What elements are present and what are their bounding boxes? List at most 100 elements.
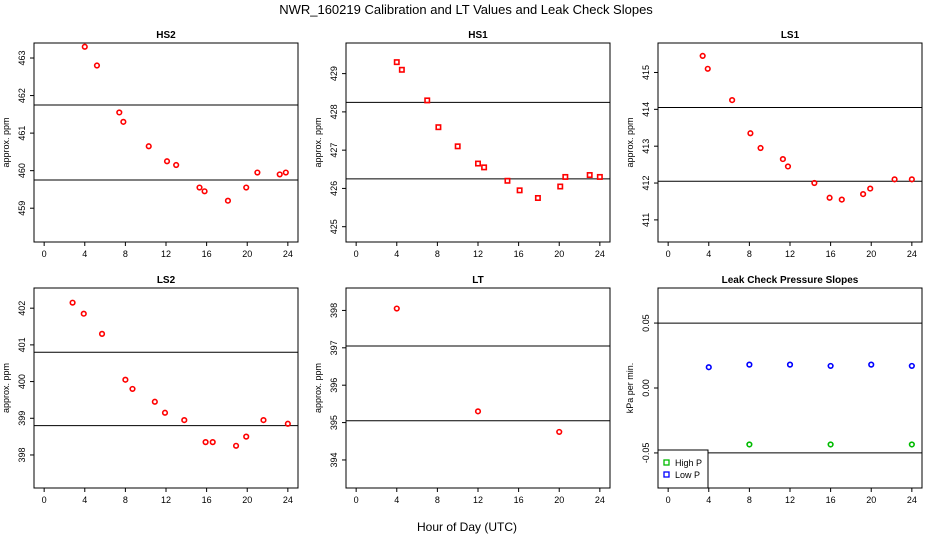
data-point xyxy=(779,155,786,163)
y-axis-label: approx. ppm xyxy=(625,117,635,167)
chart-panel: Leak Check Pressure Slopes kPa per min. 0 4… xyxy=(625,275,923,505)
y-axis-label: kPa per min. xyxy=(625,363,635,414)
data-point xyxy=(891,176,898,183)
data-point xyxy=(557,183,564,190)
legend-marker xyxy=(663,471,670,478)
y-tick-label: 402 xyxy=(17,301,27,316)
data-point xyxy=(393,59,400,66)
x-tick-label: 8 xyxy=(123,249,128,259)
data-point xyxy=(827,441,834,448)
x-tick-label: 12 xyxy=(161,495,171,505)
data-point xyxy=(243,433,250,440)
chart-panel: LS1 approx. ppm 0 4 8 12 16 20 24 411 412 413 414 415 xyxy=(625,30,923,259)
y-tick-label: 398 xyxy=(329,303,339,318)
x-tick-label: 4 xyxy=(82,249,87,259)
x-tick-label: 24 xyxy=(907,249,917,259)
y-tick-label: 427 xyxy=(329,143,339,158)
x-tick-label: 20 xyxy=(866,495,876,505)
y-tick-label: 412 xyxy=(641,176,651,191)
x-tick-label: 0 xyxy=(354,495,359,505)
y-tick-label: 428 xyxy=(329,104,339,119)
data-point xyxy=(474,160,481,167)
data-point xyxy=(481,164,488,171)
x-tick-label: 12 xyxy=(785,495,795,505)
data-point xyxy=(908,362,915,370)
legend: High P Low P xyxy=(657,449,709,489)
data-point xyxy=(811,179,818,187)
plot-frame xyxy=(33,287,299,489)
y-tick-label: -0.05 xyxy=(641,443,651,464)
data-point xyxy=(596,173,603,180)
data-point xyxy=(786,361,794,368)
x-tick-label: 16 xyxy=(202,249,212,259)
x-tick-label: 16 xyxy=(826,495,836,505)
y-tick-label: 462 xyxy=(17,88,27,103)
x-tick-label: 16 xyxy=(202,495,212,505)
data-point xyxy=(435,124,442,131)
data-point xyxy=(908,176,915,183)
data-point xyxy=(746,361,753,368)
y-tick-label: 459 xyxy=(17,201,27,216)
data-point xyxy=(254,169,261,176)
x-tick-label: 8 xyxy=(747,495,752,505)
data-point xyxy=(202,439,209,446)
y-tick-label: 0.00 xyxy=(641,379,651,397)
data-point xyxy=(93,62,101,69)
data-point xyxy=(868,361,875,368)
x-tick-label: 20 xyxy=(554,249,564,259)
x-tick-label: 20 xyxy=(242,249,252,259)
plot-frame xyxy=(657,42,923,243)
data-point xyxy=(69,299,76,306)
data-point xyxy=(454,143,461,150)
x-tick-label: 24 xyxy=(907,495,917,505)
y-axis-label: approx. ppm xyxy=(1,363,11,413)
data-point xyxy=(586,172,593,179)
chart-panel: LT approx. ppm 0 4 8 12 16 20 24 394 395 396 397 398 xyxy=(313,275,611,505)
y-tick-label: 400 xyxy=(17,374,27,389)
data-point xyxy=(534,194,541,201)
y-axis-label: approx. ppm xyxy=(313,117,323,167)
x-tick-label: 12 xyxy=(473,249,483,259)
data-point xyxy=(838,196,845,203)
x-tick-label: 20 xyxy=(866,249,876,259)
chart-panel: HS2 approx. ppm 0 4 8 12 16 20 24 459 460 461 462 463 xyxy=(1,30,299,259)
x-tick-label: 4 xyxy=(706,249,711,259)
data-point xyxy=(276,171,283,178)
data-point xyxy=(398,66,405,73)
data-point xyxy=(98,330,106,337)
x-tick-label: 4 xyxy=(82,495,87,505)
data-point xyxy=(516,187,523,194)
x-tick-label: 8 xyxy=(747,249,752,259)
data-point xyxy=(704,65,711,72)
y-tick-label: 411 xyxy=(641,213,651,227)
panel-title: HS1 xyxy=(468,30,488,41)
legend-marker xyxy=(663,459,670,466)
y-tick-label: 426 xyxy=(329,181,339,196)
data-point xyxy=(260,417,267,424)
x-tick-label: 4 xyxy=(394,249,399,259)
data-point xyxy=(282,169,289,176)
y-tick-label: 460 xyxy=(17,163,27,178)
data-point xyxy=(562,173,569,180)
y-tick-label: 398 xyxy=(17,447,27,462)
x-tick-label: 8 xyxy=(123,495,128,505)
data-point xyxy=(80,310,87,317)
panel-title: LS1 xyxy=(781,30,800,41)
x-tick-label: 8 xyxy=(435,495,440,505)
y-tick-label: 396 xyxy=(329,378,339,393)
x-tick-label: 0 xyxy=(666,495,671,505)
data-point xyxy=(746,441,753,448)
x-tick-label: 24 xyxy=(283,249,293,259)
legend-label: High P xyxy=(675,458,702,468)
data-point xyxy=(424,97,431,104)
y-tick-label: 0.05 xyxy=(641,314,651,332)
chart-panel: LS2 approx. ppm 0 4 8 12 16 20 24 398 399 400 401 402 xyxy=(1,275,299,505)
x-tick-label: 24 xyxy=(595,249,605,259)
figure-title: NWR_160219 Calibration and LT Values and… xyxy=(279,2,653,17)
x-tick-label: 0 xyxy=(42,495,47,505)
data-point xyxy=(81,43,88,50)
data-point xyxy=(243,184,250,191)
y-tick-label: 397 xyxy=(329,340,339,355)
y-tick-label: 399 xyxy=(17,411,27,426)
